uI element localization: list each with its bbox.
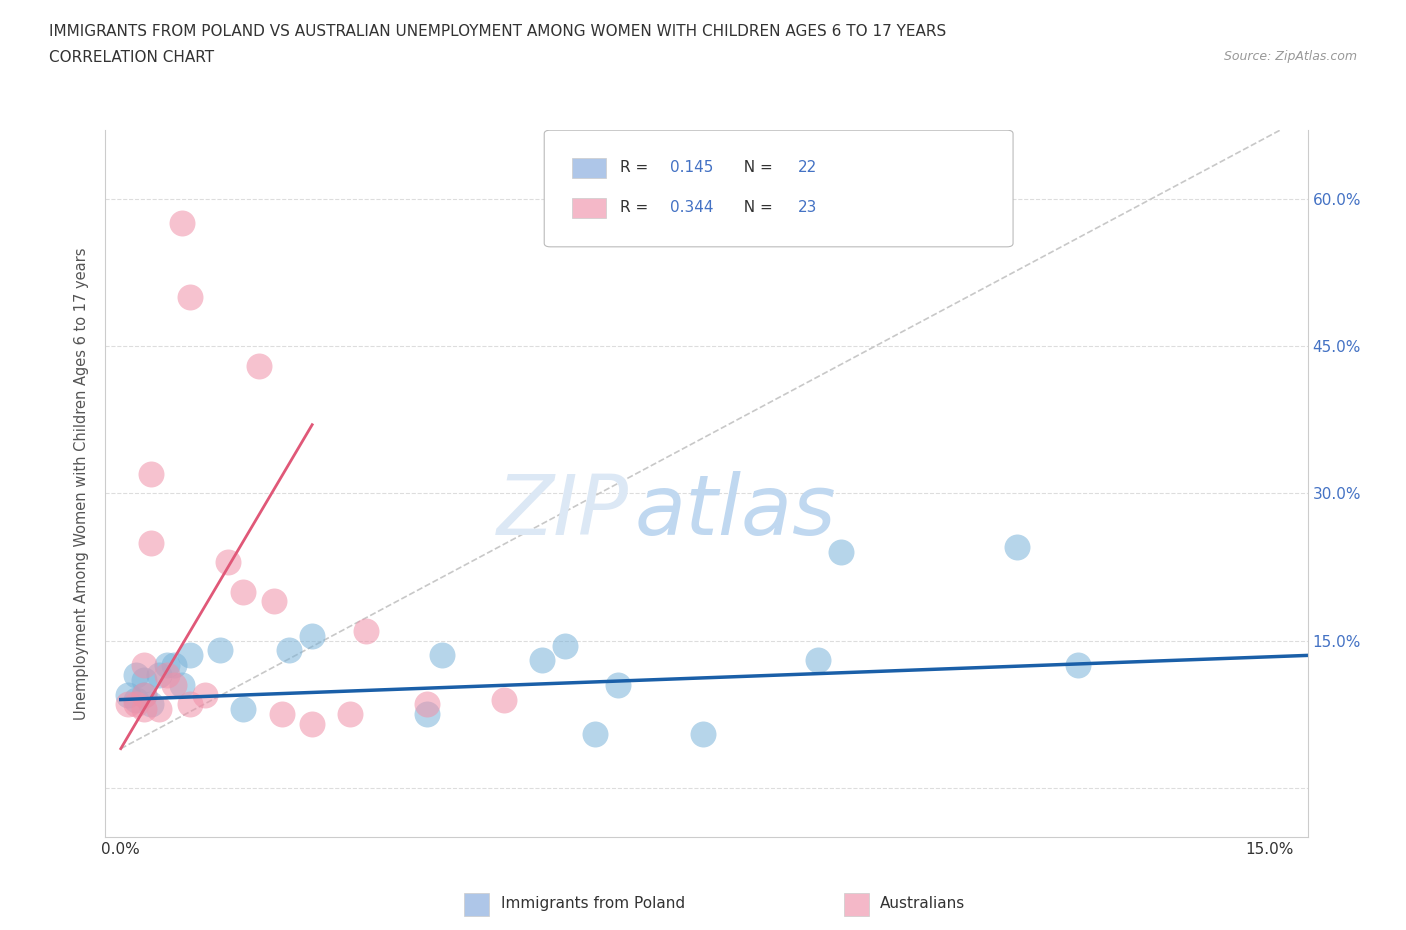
Point <box>301 717 323 732</box>
Point <box>530 653 553 668</box>
Point <box>1067 658 1090 672</box>
Point <box>148 702 170 717</box>
Text: N =: N = <box>734 201 778 216</box>
Point <box>270 707 292 722</box>
Point <box>132 672 155 687</box>
Text: N =: N = <box>734 160 778 175</box>
Bar <box>572 158 606 178</box>
Point <box>156 658 179 672</box>
Point <box>179 698 201 712</box>
Point <box>232 702 254 717</box>
Point <box>156 668 179 683</box>
Point <box>301 629 323 644</box>
Text: Immigrants from Poland: Immigrants from Poland <box>501 897 685 911</box>
Point <box>141 466 163 481</box>
Point <box>607 677 630 692</box>
Point <box>125 698 148 712</box>
Point <box>263 594 285 609</box>
Text: R =: R = <box>620 160 652 175</box>
Text: ZIP: ZIP <box>496 472 628 552</box>
Text: Source: ZipAtlas.com: Source: ZipAtlas.com <box>1223 50 1357 63</box>
Text: IMMIGRANTS FROM POLAND VS AUSTRALIAN UNEMPLOYMENT AMONG WOMEN WITH CHILDREN AGES: IMMIGRANTS FROM POLAND VS AUSTRALIAN UNE… <box>49 24 946 39</box>
Text: 23: 23 <box>797 201 817 216</box>
Point <box>117 687 139 702</box>
Point <box>132 702 155 717</box>
Text: R =: R = <box>620 201 652 216</box>
Point <box>692 726 714 741</box>
Y-axis label: Unemployment Among Women with Children Ages 6 to 17 years: Unemployment Among Women with Children A… <box>75 247 90 720</box>
Point <box>141 698 163 712</box>
Point <box>125 692 148 707</box>
Point <box>194 687 217 702</box>
Point <box>492 692 515 707</box>
Point <box>416 707 439 722</box>
Point <box>1005 540 1028 555</box>
Text: atlas: atlas <box>634 472 837 552</box>
Point <box>830 545 852 560</box>
FancyBboxPatch shape <box>544 130 1014 246</box>
Text: 0.344: 0.344 <box>671 201 714 216</box>
Point <box>179 289 201 304</box>
Point <box>132 687 155 702</box>
Point <box>132 658 155 672</box>
Point <box>432 648 454 663</box>
Point <box>416 698 439 712</box>
Point <box>554 638 576 653</box>
Point <box>148 668 170 683</box>
Point <box>232 584 254 599</box>
Point <box>132 687 155 702</box>
Text: Australians: Australians <box>880 897 966 911</box>
Point <box>209 643 232 658</box>
Point <box>354 623 377 638</box>
Point <box>170 216 193 231</box>
Point <box>117 698 139 712</box>
Text: 0.145: 0.145 <box>671 160 714 175</box>
Point <box>141 535 163 550</box>
Point <box>806 653 828 668</box>
Point <box>217 554 239 569</box>
Point <box>179 648 201 663</box>
Point <box>125 668 148 683</box>
Point <box>339 707 361 722</box>
Point <box>163 677 186 692</box>
Point <box>170 677 193 692</box>
Point <box>585 726 607 741</box>
Point <box>278 643 301 658</box>
Point <box>247 358 270 373</box>
Bar <box>572 198 606 218</box>
Text: 22: 22 <box>797 160 817 175</box>
Text: CORRELATION CHART: CORRELATION CHART <box>49 50 214 65</box>
Point <box>163 658 186 672</box>
